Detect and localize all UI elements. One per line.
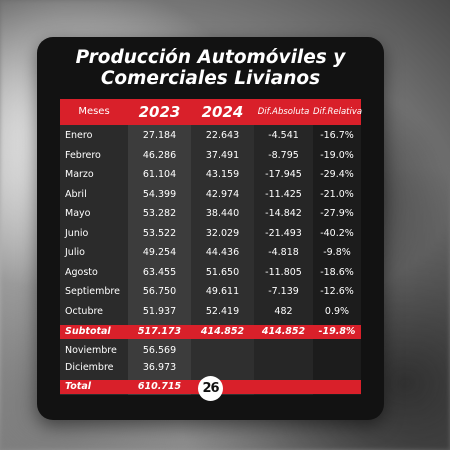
table-row: Julio 49.254 44.436 -4.818 -9.8% bbox=[60, 246, 361, 260]
dif-relativa-cell: -12.6% bbox=[320, 286, 354, 297]
table-row: Octubre 51.937 52.419 482 0.9% bbox=[60, 305, 361, 319]
table-row: Febrero 46.286 37.491 -8.795 -19.0% bbox=[60, 149, 361, 163]
month-cell: Mayo bbox=[65, 208, 91, 219]
infographic-card: Producción Automóviles y Comerciales Liv… bbox=[37, 37, 384, 420]
total-row-filler bbox=[191, 380, 361, 394]
dif-relativa-cell: -19.0% bbox=[320, 149, 354, 161]
value-2024-cell: 32.029 bbox=[205, 227, 240, 239]
table-row: Mayo 53.282 38.440 -14.842 -27.9% bbox=[60, 207, 361, 221]
value-2023-cell: 53.282 bbox=[142, 208, 177, 219]
dif-absoluta-cell: -8.795 bbox=[268, 149, 299, 161]
value-2024-cell: 38.440 bbox=[205, 208, 240, 219]
dif-absoluta-cell: -4.818 bbox=[268, 247, 299, 258]
subtotal-2023: 517.173 bbox=[137, 326, 182, 337]
table-row: Agosto 63.455 51.650 -11.805 -18.6% bbox=[60, 266, 361, 280]
column-dif-absoluta bbox=[254, 99, 313, 395]
value-2024-cell: 52.419 bbox=[205, 305, 240, 317]
value-2023-cell: 61.104 bbox=[142, 169, 177, 180]
value-2024-cell: 22.643 bbox=[205, 130, 240, 141]
month-cell: Marzo bbox=[65, 169, 94, 180]
dif-relativa-cell: -18.6% bbox=[320, 266, 354, 278]
month-cell: Diciembre bbox=[65, 362, 114, 373]
value-2024-cell: 37.491 bbox=[205, 149, 240, 161]
production-table: Meses 2023 2024 Dif.Absoluta Dif.Relativ… bbox=[60, 99, 363, 395]
month-cell: Octubre bbox=[65, 305, 104, 317]
month-cell: Abril bbox=[65, 188, 87, 200]
dif-absoluta-cell: -11.805 bbox=[265, 266, 302, 278]
dif-relativa-cell: -16.7% bbox=[320, 130, 354, 141]
header-2024: 2024 bbox=[201, 103, 244, 121]
value-2023-cell: 51.937 bbox=[142, 305, 177, 317]
table-row: Septiembre 56.750 49.611 -7.139 -12.6% bbox=[60, 285, 361, 299]
header-dif-relativa: Dif.Relativa bbox=[313, 107, 363, 117]
subtotal-dif-absoluta: 414.852 bbox=[261, 326, 306, 337]
column-dif-relativa bbox=[313, 99, 361, 395]
value-2023-cell: 27.184 bbox=[142, 130, 177, 141]
table-row: Diciembre 36.973 bbox=[60, 361, 361, 375]
header-2023: 2023 bbox=[138, 103, 181, 121]
table-row: Noviembre 56.569 bbox=[60, 344, 361, 358]
month-cell: Noviembre bbox=[65, 345, 117, 356]
dif-relativa-cell: -40.2% bbox=[320, 227, 354, 239]
table-row: Junio 53.522 32.029 -21.493 -40.2% bbox=[60, 227, 361, 241]
value-2023-cell: 56.750 bbox=[142, 286, 177, 297]
value-2024-cell: 51.650 bbox=[205, 266, 240, 278]
month-cell: Febrero bbox=[65, 149, 101, 161]
subtotal-label: Subtotal bbox=[65, 326, 111, 337]
dif-relativa-cell: -27.9% bbox=[320, 208, 354, 219]
dif-absoluta-cell: -11.425 bbox=[265, 188, 302, 200]
title-line-1: Producción Automóviles y bbox=[75, 47, 346, 68]
value-2023-cell: 63.455 bbox=[142, 266, 177, 278]
month-cell: Septiembre bbox=[65, 286, 120, 297]
dif-absoluta-cell: -21.493 bbox=[265, 227, 302, 239]
value-2023-cell: 46.286 bbox=[142, 149, 177, 161]
value-2024-cell: 44.436 bbox=[205, 247, 240, 258]
dif-absoluta-cell: -7.139 bbox=[268, 286, 299, 297]
value-2023-cell: 54.399 bbox=[142, 188, 177, 200]
value-2023-cell: 56.569 bbox=[142, 345, 177, 356]
column-2024 bbox=[191, 99, 254, 395]
dif-relativa-cell: -29.4% bbox=[320, 169, 354, 180]
table-row: Enero 27.184 22.643 -4.541 -16.7% bbox=[60, 129, 361, 143]
value-2023-cell: 49.254 bbox=[142, 247, 177, 258]
subtotal-row: Subtotal 517.173 414.852 414.852 -19.8% bbox=[60, 325, 361, 339]
value-2024-cell: 43.159 bbox=[205, 169, 240, 180]
title-line-2: Comerciales Livianos bbox=[100, 68, 321, 89]
total-2023: 610.715 bbox=[137, 381, 182, 392]
dif-relativa-cell: -21.0% bbox=[320, 188, 354, 200]
dif-absoluta-cell: -14.842 bbox=[265, 208, 302, 219]
header-dif-absoluta: Dif.Absoluta bbox=[257, 107, 310, 117]
channel-26-logo: 26 bbox=[198, 376, 223, 401]
month-cell: Agosto bbox=[65, 266, 98, 278]
dif-absoluta-cell: -4.541 bbox=[268, 130, 299, 141]
dif-absoluta-cell: 482 bbox=[274, 305, 293, 317]
table-row: Abril 54.399 42.974 -11.425 -21.0% bbox=[60, 188, 361, 202]
dif-relativa-cell: -9.8% bbox=[323, 247, 351, 258]
value-2023-cell: 53.522 bbox=[142, 227, 177, 239]
dif-relativa-cell: 0.9% bbox=[324, 305, 350, 317]
subtotal-dif-relativa: -19.8% bbox=[318, 326, 356, 337]
value-2024-cell: 49.611 bbox=[205, 286, 240, 297]
value-2023-cell: 36.973 bbox=[142, 362, 177, 373]
total-label: Total bbox=[65, 381, 91, 392]
table-header: Meses 2023 2024 Dif.Absoluta Dif.Relativ… bbox=[60, 99, 363, 125]
header-meses: Meses bbox=[78, 106, 110, 117]
page-title: Producción Automóviles y Comerciales Liv… bbox=[37, 47, 384, 89]
total-row: Total 610.715 bbox=[60, 380, 191, 394]
column-2023 bbox=[128, 99, 191, 395]
subtotal-2024: 414.852 bbox=[200, 326, 245, 337]
month-cell: Enero bbox=[65, 130, 93, 141]
table-row: Marzo 61.104 43.159 -17.945 -29.4% bbox=[60, 168, 361, 182]
column-months bbox=[60, 99, 128, 395]
month-cell: Julio bbox=[65, 247, 85, 258]
value-2024-cell: 42.974 bbox=[205, 188, 240, 200]
month-cell: Junio bbox=[65, 227, 89, 239]
dif-absoluta-cell: -17.945 bbox=[265, 169, 302, 180]
